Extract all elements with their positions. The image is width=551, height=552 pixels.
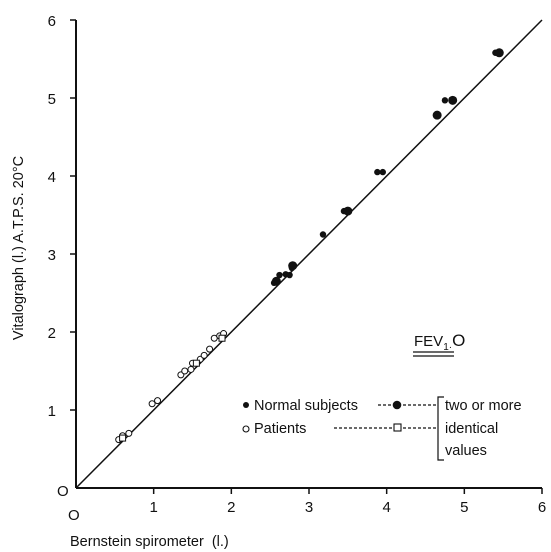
y-tick-label: 4 (48, 169, 56, 186)
y-tick-label: 1 (48, 403, 56, 420)
legend-patients-identical-marker (393, 423, 402, 432)
normal-subject-identical-point (271, 276, 281, 286)
x-tick-label: 6 (538, 499, 546, 516)
y-tick-label: 6 (48, 13, 56, 30)
y-tick-label: 5 (48, 91, 56, 108)
identity-line (75, 19, 543, 489)
patient-point (200, 351, 208, 359)
identity-line-path (75, 19, 543, 489)
normal-subject-identical-point (448, 95, 458, 105)
patient-point (148, 400, 156, 408)
y-tick-label: 3 (48, 247, 56, 264)
x-axis-title: Bernstein spirometer (l.) (70, 534, 229, 550)
legend-bracket-line-2: identical (445, 421, 498, 437)
patient-point (187, 365, 195, 373)
legend-normal-label: Normal subjects (254, 398, 358, 414)
legend-title-symbol: O (452, 331, 465, 350)
normal-subject-point (276, 271, 283, 279)
x-tick-label: 3 (305, 499, 313, 516)
patient-point (181, 367, 189, 375)
legend-patients-marker (242, 425, 250, 433)
x-tick-label: 4 (382, 499, 390, 516)
svg-text:FEV1·O: FEV1·O (414, 331, 465, 353)
patient-point (154, 397, 162, 405)
patient-identical-point (192, 359, 200, 367)
x-tick-label: 5 (460, 499, 468, 516)
normal-subject-identical-point (432, 110, 442, 120)
normal-subject-point (374, 168, 381, 176)
normal-subject-identical-point (343, 206, 353, 216)
normal-subject-point (379, 168, 386, 176)
x-tick-label: 1 (149, 499, 157, 516)
x-origin-label: O (68, 507, 80, 524)
legend-bracket-line-3: values (445, 443, 487, 459)
legend-bracket-line-1: two or more (445, 398, 522, 414)
normal-subject-identical-point (288, 261, 298, 271)
normal-subject-point (286, 271, 293, 279)
axis-ticks: 1 2 3 4 5 6 1 2 3 4 5 6 (48, 13, 547, 516)
legend-patients-label: Patients (254, 421, 306, 437)
patient-identical-point (119, 434, 127, 442)
patient-point (125, 429, 133, 437)
y-origin-label: O (57, 483, 69, 500)
y-axis-title: Vitalograph (l.) A.T.P.S. 20°C (11, 156, 27, 340)
normal-subject-point (319, 231, 327, 238)
normal-subject-identical-point (494, 48, 504, 58)
legend-title: FEV1·O (413, 331, 465, 357)
legend: FEV1·O Normal subjects Patients two or m… (242, 331, 522, 461)
legend-title-subscript: 1· (443, 342, 452, 353)
legend-bracket (437, 396, 444, 461)
normal-subject-point (441, 97, 449, 104)
data-points (115, 48, 504, 444)
legend-normal-marker (243, 402, 249, 408)
patient-point (206, 345, 214, 353)
x-tick-label: 2 (227, 499, 235, 516)
legend-title-fev: FEV (414, 333, 443, 350)
legend-normal-identical-marker (392, 400, 402, 410)
y-tick-label: 2 (48, 325, 56, 342)
patient-identical-point (218, 334, 226, 342)
